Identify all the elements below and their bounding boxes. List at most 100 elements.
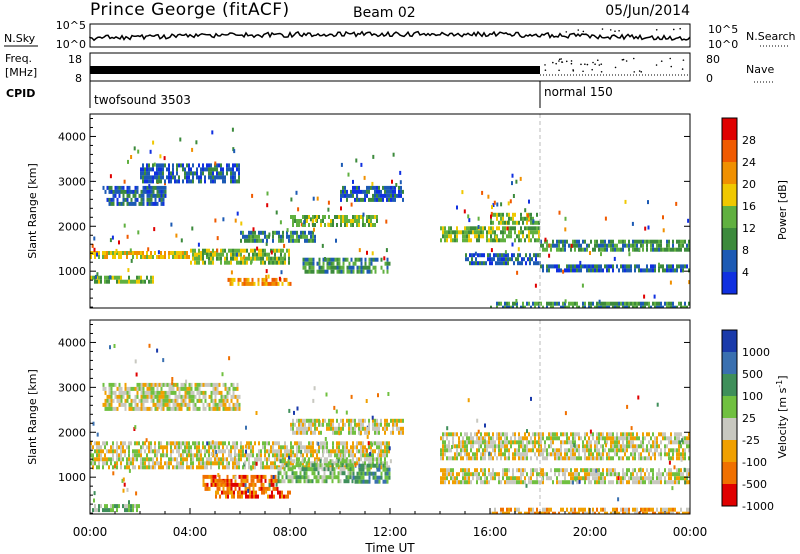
heatmap-cell [400, 430, 402, 435]
heatmap-cell [334, 257, 337, 262]
heatmap-cell [106, 441, 108, 446]
heatmap-cell [524, 305, 526, 308]
heatmap-cell [241, 281, 244, 286]
heatmap-cell [606, 264, 608, 269]
heatmap-cell [524, 468, 526, 473]
heatmap-cell [144, 394, 147, 399]
heatmap-cell [340, 215, 342, 219]
heatmap-cell [296, 406, 299, 411]
heatmap-cell [544, 472, 546, 477]
heatmap-cell [546, 243, 548, 248]
heatmap-cell [548, 452, 550, 457]
heatmap-cell [488, 456, 490, 461]
heatmap-cell [202, 465, 204, 470]
heatmap-cell [98, 461, 100, 466]
heatmap-cell [166, 406, 169, 411]
heatmap-cell [384, 189, 386, 194]
heatmap-cell [648, 305, 650, 308]
heatmap-cell [374, 422, 376, 427]
heatmap-cell [616, 440, 618, 445]
heatmap-cell [402, 426, 404, 431]
heatmap-cell [368, 223, 370, 227]
heatmap-cell [330, 257, 333, 262]
heatmap-cell [576, 456, 578, 461]
heatmap-cell [118, 453, 120, 458]
heatmap-cell [479, 253, 481, 258]
heatmap-cell [686, 480, 688, 485]
heatmap-cell [216, 478, 219, 483]
heatmap-cell [340, 453, 343, 458]
heatmap-cell [370, 457, 372, 462]
heatmap-cell [249, 490, 251, 495]
heatmap-cell [114, 394, 117, 399]
heatmap-cell [560, 507, 562, 512]
heatmap-cell [614, 444, 616, 449]
heatmap-cell [368, 219, 370, 223]
heatmap-cell [106, 398, 109, 403]
heatmap-cell [358, 265, 361, 270]
heatmap-cell [314, 215, 316, 219]
heatmap-cell [578, 479, 581, 484]
heatmap-cell [554, 452, 556, 457]
heatmap-cell [672, 247, 674, 252]
heatmap-cell [350, 257, 353, 262]
heatmap-cell [518, 234, 520, 239]
heatmap-cell [280, 252, 282, 257]
heatmap-cell [540, 480, 542, 485]
heatmap-cell [128, 394, 131, 399]
heatmap-cell [216, 457, 218, 462]
heatmap-cell [290, 197, 293, 202]
heatmap-cell [224, 465, 226, 470]
heatmap-cell [170, 386, 173, 391]
heatmap-cell [198, 461, 200, 466]
heatmap-cell [644, 436, 646, 441]
heatmap-cell [234, 256, 236, 261]
heatmap-cell [636, 448, 638, 453]
heatmap-cell [146, 457, 148, 462]
heatmap-cell [495, 261, 497, 266]
heatmap-cell [261, 277, 264, 282]
heatmap-cell [120, 449, 122, 454]
heatmap-cell [688, 480, 690, 485]
heatmap-cell [188, 445, 190, 450]
heatmap-cell [266, 256, 268, 261]
heatmap-cell [483, 253, 485, 258]
heatmap-cell [208, 453, 210, 458]
heatmap-cell [124, 251, 126, 255]
heatmap-cell [256, 453, 258, 458]
heatmap-cell [164, 189, 167, 194]
colorbar-segment [722, 140, 737, 163]
heatmap-cell [198, 394, 201, 399]
heatmap-cell [150, 201, 153, 206]
heatmap-cell [682, 239, 684, 244]
heatmap-cell [496, 436, 498, 441]
heatmap-cell [624, 444, 626, 449]
heatmap-cell [232, 457, 234, 462]
heatmap-cell [548, 436, 550, 441]
heatmap-cell [258, 248, 260, 253]
heatmap-cell [446, 230, 448, 235]
heatmap-cell [471, 257, 473, 262]
heatmap-cell [132, 504, 134, 509]
heatmap-cell [392, 418, 394, 423]
heatmap-cell [496, 226, 498, 231]
heatmap-cell [144, 167, 146, 172]
heatmap-cell [206, 252, 208, 257]
heatmap-cell [376, 189, 378, 194]
heatmap-cell [662, 436, 664, 441]
heatmap-cell [188, 394, 191, 399]
heatmap-cell [108, 251, 110, 255]
heatmap-cell [484, 456, 486, 461]
heatmap-cell [477, 429, 480, 434]
heatmap-cell [180, 457, 182, 462]
heatmap-cell [576, 476, 578, 481]
heatmap-cell [464, 238, 466, 243]
heatmap-cell [126, 193, 129, 198]
heatmap-cell [372, 257, 375, 262]
heatmap-cell [606, 468, 608, 473]
heatmap-cell [440, 476, 442, 481]
colorbar-tick-label: 8 [742, 244, 749, 257]
heatmap-cell [110, 398, 113, 403]
heatmap-cell [309, 479, 312, 484]
heatmap-cell [295, 479, 298, 484]
